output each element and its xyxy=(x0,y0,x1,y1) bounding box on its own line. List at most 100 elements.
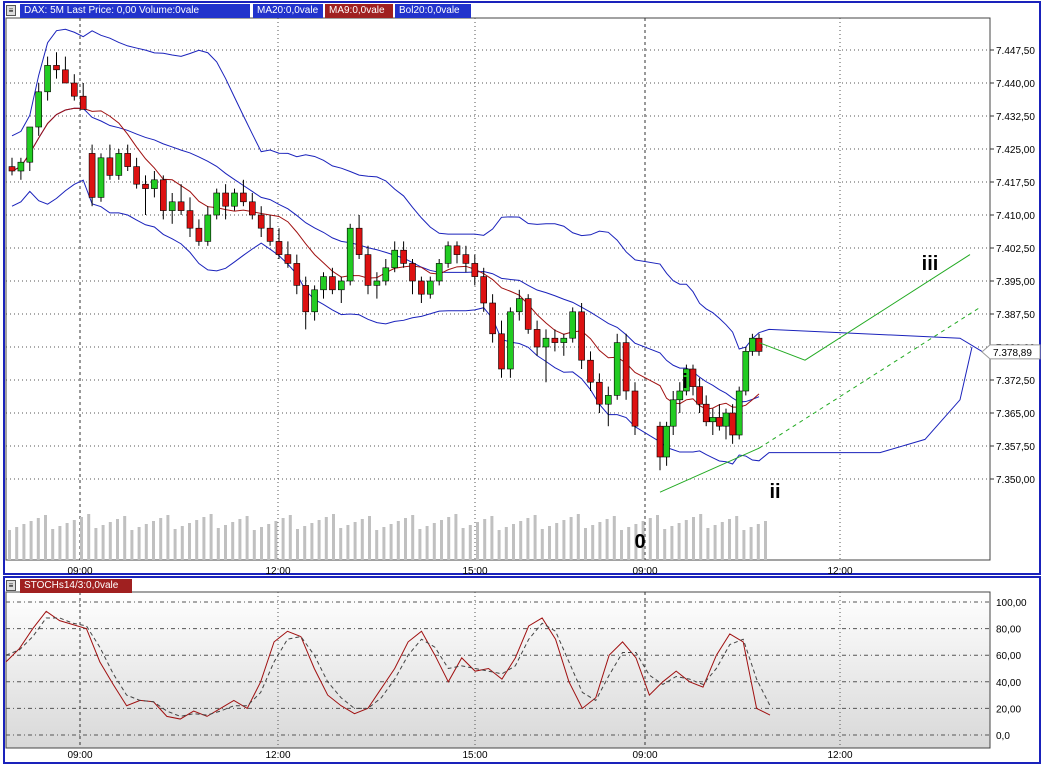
volume-bar xyxy=(303,526,307,560)
volume-bar xyxy=(512,524,515,560)
volume-bar xyxy=(152,521,155,560)
volume-bar xyxy=(130,530,134,560)
volume-bar xyxy=(353,522,357,560)
price-tick-label: 7.350,00 xyxy=(996,475,1035,486)
volume-bar xyxy=(375,530,379,560)
volume-bar xyxy=(195,520,199,560)
candle-body xyxy=(213,192,220,216)
volume-bar xyxy=(8,530,11,560)
candle-body xyxy=(524,298,532,330)
candle-body xyxy=(613,342,621,396)
volume-bar xyxy=(180,526,184,560)
volume-bar xyxy=(749,527,753,560)
volume-bar xyxy=(51,529,55,560)
ma20-label: MA20:0,0vale xyxy=(253,4,323,18)
volume-bar xyxy=(310,523,314,560)
volume-bar xyxy=(735,516,739,560)
bollinger-upper xyxy=(11,28,983,352)
candle-body xyxy=(44,65,51,93)
volume-bar xyxy=(620,530,623,560)
candle-body xyxy=(142,183,149,189)
volume-bar xyxy=(612,516,616,560)
volume-bar xyxy=(404,518,407,560)
volume-bar xyxy=(339,528,343,560)
stoch-time-tick-label: 09:00 xyxy=(67,750,92,761)
volume-bar xyxy=(490,516,494,560)
candle-body xyxy=(337,280,345,291)
volume-bar xyxy=(569,517,573,560)
candle-body xyxy=(53,65,60,71)
candle-body xyxy=(676,390,684,401)
price-tick-label: 7.395,00 xyxy=(996,277,1035,288)
candle-body xyxy=(663,425,670,458)
stoch-tick-label: 80,00 xyxy=(996,625,1021,636)
candle-body xyxy=(168,201,176,211)
stoch-tick-label: 0,0 xyxy=(996,731,1010,742)
panel-menu-icon[interactable]: ≡ xyxy=(6,5,16,16)
candle-body xyxy=(355,227,363,255)
trendline-dashed xyxy=(758,306,981,449)
volume-bar xyxy=(224,525,227,560)
volume-bar xyxy=(540,529,544,560)
time-tick-label: 12:00 xyxy=(827,566,852,577)
candle-body xyxy=(266,227,274,242)
candle-body xyxy=(231,192,238,207)
volume-bar xyxy=(274,521,278,560)
volume-bar xyxy=(36,518,40,560)
volume-bar xyxy=(296,529,299,560)
stoch-tick-label: 60,00 xyxy=(996,651,1021,662)
candle-body xyxy=(426,280,434,295)
volume-bar xyxy=(281,518,285,560)
candle-body xyxy=(35,91,43,128)
candle-body xyxy=(409,263,416,282)
time-tick-label: 09:00 xyxy=(632,566,657,577)
volume-bar xyxy=(548,526,551,560)
volume-bar xyxy=(101,525,105,560)
candle-body xyxy=(257,214,265,229)
candle-body xyxy=(204,214,212,242)
candle-body xyxy=(346,227,354,282)
candle-body xyxy=(515,298,523,313)
volume-bar xyxy=(591,525,595,560)
candle-body xyxy=(311,289,318,313)
candle-body xyxy=(689,368,697,387)
stoch-time-tick-label: 12:00 xyxy=(827,750,852,761)
candle-body xyxy=(622,342,630,392)
candle-body xyxy=(222,192,229,207)
volume-bar xyxy=(238,519,242,560)
volume-bar xyxy=(44,515,47,560)
candle-body xyxy=(709,417,717,423)
candle-body xyxy=(391,249,399,269)
candle-body xyxy=(151,179,158,189)
volume-bar xyxy=(108,522,112,560)
candle-body xyxy=(656,425,664,458)
volume-bar xyxy=(116,519,119,560)
candle-body xyxy=(729,412,736,436)
candle-body xyxy=(62,69,69,84)
volume-bar xyxy=(684,520,688,560)
volume-bar xyxy=(605,519,609,560)
price-tick-label: 7.372,50 xyxy=(996,376,1035,387)
volume-bar xyxy=(216,528,220,560)
volume-bar xyxy=(288,515,292,560)
volume-bar xyxy=(245,516,249,560)
volume-bar xyxy=(159,518,163,560)
price-tick-label: 7.425,00 xyxy=(996,145,1035,156)
volume-bar xyxy=(15,527,19,560)
price-tick-label: 7.440,00 xyxy=(996,79,1035,90)
volume-bar xyxy=(94,528,98,560)
candle-body xyxy=(507,311,514,370)
candle-body xyxy=(320,276,327,291)
volume-bar xyxy=(728,519,731,560)
candle-body xyxy=(79,95,87,110)
stoch-panel-menu-icon[interactable]: ≡ xyxy=(6,580,16,591)
volume-bar xyxy=(483,519,487,560)
volume-bar xyxy=(634,524,638,560)
candle-body xyxy=(26,126,34,163)
price-tick-label: 7.417,50 xyxy=(996,178,1035,189)
candle-body xyxy=(489,302,496,335)
wave-label-iii: iii xyxy=(922,253,939,275)
candle-body xyxy=(435,263,443,282)
volume-bar xyxy=(526,518,530,560)
